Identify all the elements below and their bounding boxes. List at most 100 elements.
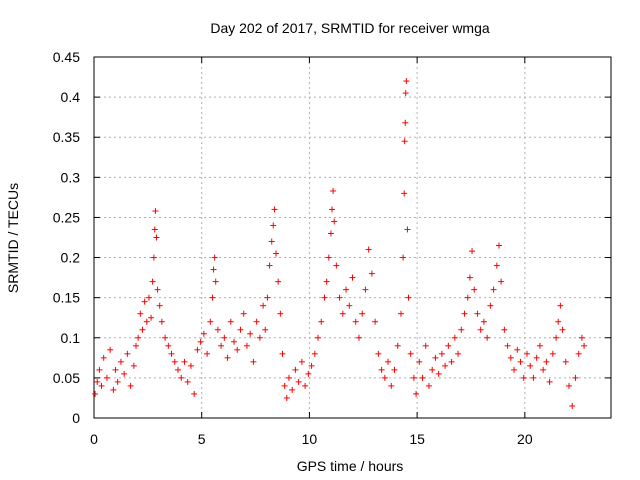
data-point [130,362,137,369]
data-point [425,382,432,389]
data-point [329,206,336,213]
data-point [557,302,564,309]
data-point [143,318,150,325]
data-point [359,310,366,317]
data-point [546,378,553,385]
data-point [175,366,182,373]
data-point [256,334,263,341]
data-point [285,374,292,381]
grid-lines [94,57,611,418]
data-point [323,278,330,285]
data-point [471,286,478,293]
data-point [240,310,247,317]
data-point [578,334,585,341]
data-point [527,362,534,369]
data-point [490,286,497,293]
data-point [178,374,185,381]
data-point [381,374,388,381]
data-point [540,366,547,373]
data-point [403,78,410,85]
data-point [231,338,238,345]
data-point [315,334,322,341]
data-point [149,278,156,285]
data-point [404,226,411,233]
data-point [507,354,514,361]
data-point [388,382,395,389]
data-point [553,334,560,341]
data-point [292,366,299,373]
x-tick-label: 15 [409,431,425,447]
data-point [327,230,334,237]
data-point [565,382,572,389]
data-point [117,358,124,365]
data-point [569,402,576,409]
data-point [154,286,161,293]
data-point [243,342,250,349]
data-point [480,318,487,325]
y-axis-tick-labels: 0 0.05 0.1 0.15 0.2 0.25 0.3 0.35 0.4 0.45 [53,49,80,426]
data-point [221,334,228,341]
data-point [469,248,476,255]
data-point [295,378,302,385]
data-point [445,342,452,349]
chart-title: Day 202 of 2017, SRMTID for receiver wmg… [210,20,490,36]
data-point [533,354,540,361]
data-point [100,354,107,361]
data-point [346,302,353,309]
data-point [137,310,144,317]
y-tick-label: 0 [72,410,80,426]
data-point [209,294,216,301]
data-point [207,318,214,325]
data-point [148,314,155,321]
data-point [559,326,566,333]
data-point [305,370,312,377]
data-point [194,346,201,353]
data-point [227,318,234,325]
data-point [187,362,194,369]
data-point [464,294,471,301]
data-point [277,310,284,317]
data-point [127,382,134,389]
data-point [429,366,436,373]
data-point [504,342,511,349]
y-tick-label: 0.45 [53,49,80,65]
y-tick-label: 0.1 [61,330,81,346]
x-tick-label: 5 [198,431,206,447]
data-point [474,310,481,317]
data-point [520,374,527,381]
data-point [112,366,119,373]
data-point [517,358,524,365]
data-point [401,190,408,197]
data-point [572,374,579,381]
data-point [530,374,537,381]
data-point [283,394,290,401]
data-point [289,386,296,393]
y-tick-label: 0.4 [61,89,81,105]
data-point [107,346,114,353]
data-point [397,310,404,317]
data-point [204,350,211,357]
data-point [410,374,417,381]
data-point [343,286,350,293]
data-point [487,302,494,309]
y-tick-label: 0.15 [53,290,80,306]
data-point [135,334,142,341]
y-tick-label: 0.25 [53,209,80,225]
data-point [413,390,420,397]
data-point [302,382,309,389]
data-point [331,218,338,225]
data-point [375,350,382,357]
data-point [501,326,508,333]
data-point [514,346,521,353]
data-point [224,354,231,361]
data-point [266,262,273,269]
x-tick-label: 10 [302,431,318,447]
data-point [298,358,305,365]
data-point [270,222,277,229]
data-point [378,366,385,373]
y-tick-label: 0.2 [61,250,81,266]
axis-ticks [93,56,611,419]
data-point [279,350,286,357]
data-point [145,294,152,301]
